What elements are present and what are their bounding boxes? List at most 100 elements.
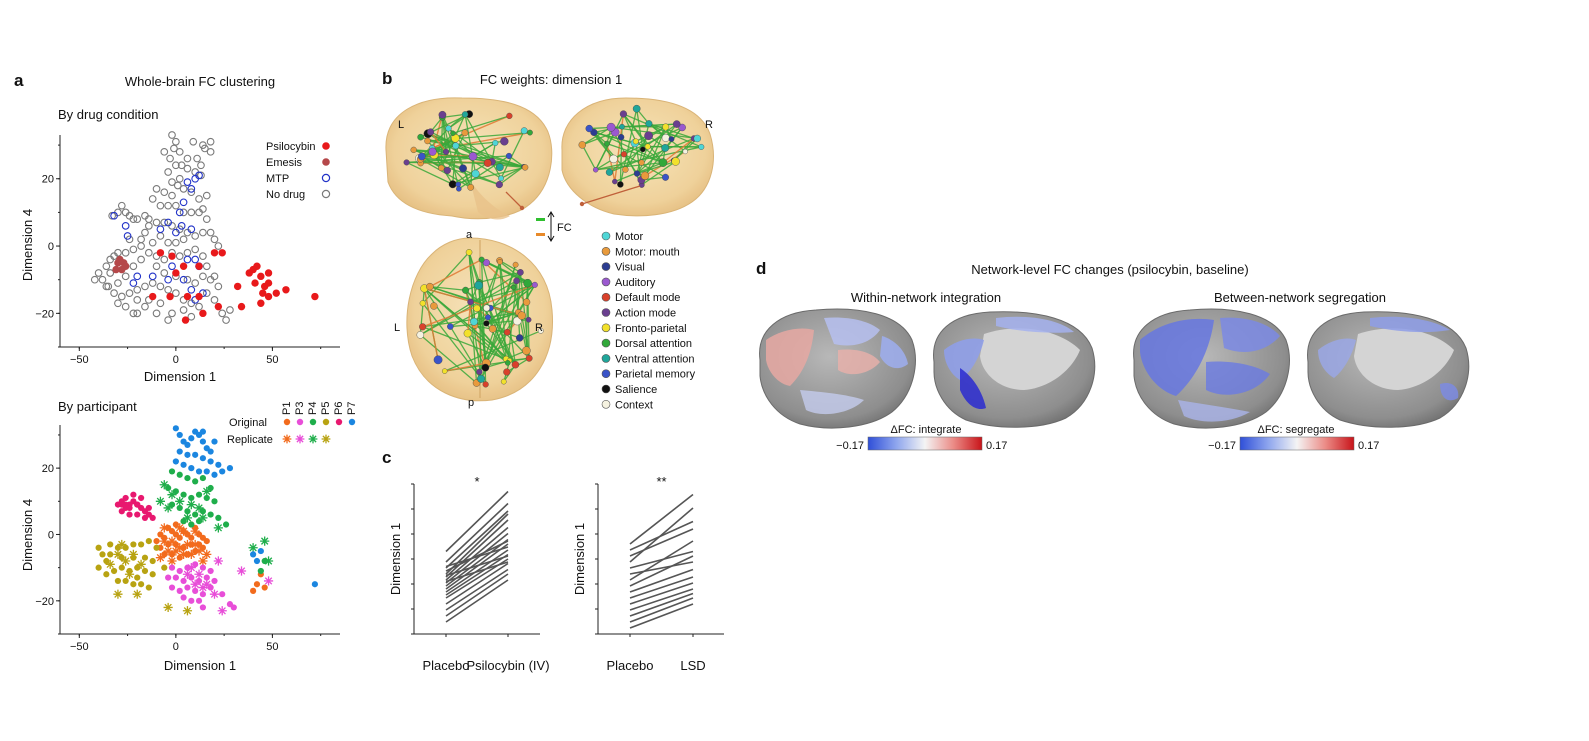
dorsal-node xyxy=(504,360,511,366)
dorsal-node xyxy=(537,327,544,334)
point-p5-original xyxy=(107,541,114,548)
fc-down-arrow-icon xyxy=(547,227,555,242)
point-p7-original xyxy=(215,461,222,468)
paired-lines-lsd: ** Placebo LSD Dimension 1 xyxy=(572,474,724,673)
dorsal-node xyxy=(522,346,531,355)
c-right-pair-line xyxy=(629,528,694,557)
point-p4-replicate xyxy=(213,523,223,533)
point-psilocybin xyxy=(195,292,203,301)
point-no-drug xyxy=(160,188,169,197)
point-no-drug xyxy=(183,248,192,257)
point-no-drug xyxy=(172,201,180,210)
point-p3-original xyxy=(180,577,187,585)
left-lateral-node xyxy=(427,128,435,136)
point-no-drug xyxy=(210,296,219,304)
point-p5-original xyxy=(138,581,145,588)
legend-network-marker-fronto-parietal xyxy=(601,323,611,333)
point-p7-original xyxy=(176,431,183,439)
point-p6-original xyxy=(134,511,141,518)
right-lateral-node xyxy=(622,166,629,173)
dorsal-edge xyxy=(444,330,542,372)
point-no-drug xyxy=(160,147,169,156)
right-lateral-node xyxy=(644,143,651,150)
point-no-drug xyxy=(90,275,99,284)
c-left-pair-line xyxy=(445,490,509,553)
dorsal-node xyxy=(426,282,434,291)
fc-up-arrow-icon xyxy=(547,211,555,228)
point-p7-original xyxy=(192,451,199,458)
point-no-drug xyxy=(172,161,180,170)
c-left-significance: * xyxy=(474,474,479,489)
legend-network-label-default-mode: Default mode xyxy=(615,292,680,304)
point-p5-replicate xyxy=(113,549,123,559)
c-right-category-placebo: Placebo xyxy=(607,658,654,673)
legend-network-label-salience: Salience xyxy=(615,384,657,396)
legend-participants: Original Replicate P1 P3 P4 P5 P6 P7 xyxy=(227,402,358,446)
point-p3-replicate xyxy=(190,579,200,589)
left-lateral-node xyxy=(424,137,431,145)
point-no-drug xyxy=(168,131,176,139)
right-lateral-node xyxy=(617,133,625,141)
point-p3-original xyxy=(184,584,191,591)
legend-network-marker-default-mode xyxy=(601,292,611,302)
point-no-drug xyxy=(187,312,196,321)
point-psilocybin xyxy=(311,292,319,301)
point-psilocybin xyxy=(264,269,273,277)
legend-participant-p7: P7 xyxy=(346,402,358,415)
legend-nodrug-marker xyxy=(321,189,331,199)
dorsal-edge xyxy=(444,362,487,372)
point-psilocybin xyxy=(172,269,180,277)
legend-original-marker-p7 xyxy=(348,418,356,426)
point-p7-original xyxy=(253,557,261,565)
point-p4-original xyxy=(188,521,195,528)
posterior-label: p xyxy=(468,397,474,409)
legend-network-label-visual: Visual xyxy=(615,262,645,274)
point-p4-original xyxy=(203,494,210,502)
point-no-drug xyxy=(187,208,196,217)
point-no-drug xyxy=(170,144,178,153)
point-p1-replicate xyxy=(167,536,177,546)
a-top-ytick-label: 20 xyxy=(42,174,54,186)
point-p5-original xyxy=(141,567,149,575)
a-bot-ytick-label: 0 xyxy=(48,529,54,541)
point-p3-original xyxy=(165,574,172,581)
point-p7-original xyxy=(199,438,206,445)
point-p3-replicate xyxy=(198,582,208,593)
right-lateral-node xyxy=(609,154,618,164)
left-lateral-node xyxy=(417,133,424,141)
legend-network-marker-auditory xyxy=(601,277,611,287)
point-p5-original xyxy=(161,564,168,571)
dorsal-node xyxy=(463,329,472,338)
point-no-drug xyxy=(152,184,161,193)
point-emesis xyxy=(121,262,130,270)
point-no-drug xyxy=(137,235,145,244)
point-p7-original xyxy=(188,435,195,442)
a-top-xtick-label: 0 xyxy=(173,354,179,366)
point-psilocybin xyxy=(183,292,192,301)
panel-b-title: FC weights: dimension 1 xyxy=(480,72,622,87)
right-lateral-node xyxy=(668,136,675,142)
dorsal-node xyxy=(523,278,532,288)
panel-a-top-subtitle: By drug condition xyxy=(58,107,158,122)
point-psilocybin xyxy=(195,262,203,270)
point-psilocybin xyxy=(210,249,219,257)
point-no-drug xyxy=(137,255,145,264)
point-p5-original xyxy=(122,577,129,585)
dorsal-node xyxy=(510,284,517,291)
dorsal-node xyxy=(531,281,538,288)
point-psilocybin xyxy=(253,262,261,270)
right-lateral-node xyxy=(612,178,618,185)
point-no-drug xyxy=(156,232,165,240)
point-no-drug xyxy=(141,282,149,291)
dorsal-node xyxy=(419,323,427,331)
point-p3-replicate xyxy=(186,563,196,573)
right-lateral-edge xyxy=(593,132,615,160)
dorsal-edge xyxy=(422,302,487,385)
point-no-drug xyxy=(168,178,176,186)
right-lateral-node xyxy=(678,123,686,132)
point-no-drug xyxy=(125,289,134,298)
left-lateral-edge xyxy=(498,166,525,186)
right-lateral-edge xyxy=(622,113,637,142)
point-no-drug xyxy=(179,184,188,193)
